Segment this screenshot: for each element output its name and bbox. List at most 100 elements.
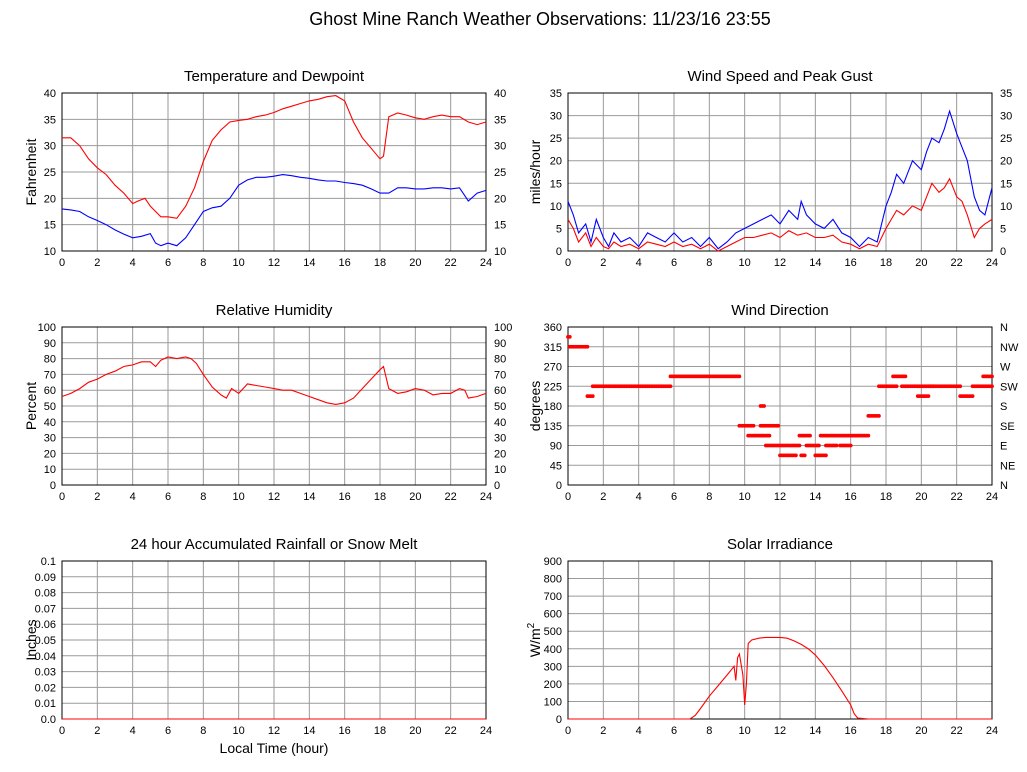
chart-title: Solar Irradiance	[727, 536, 833, 553]
x-tick-label: 4	[130, 257, 136, 269]
x-tick-label: 24	[986, 257, 998, 269]
chart-title: Temperature and Dewpoint	[184, 68, 365, 85]
direction-point	[970, 394, 975, 399]
right-tick-label: NW	[1000, 342, 1019, 354]
x-tick-label: 8	[706, 725, 712, 737]
right-tick-label: 0	[494, 480, 500, 492]
x-tick-label: 8	[706, 491, 712, 503]
direction-point	[776, 423, 781, 428]
right-tick-label: 30	[1000, 111, 1012, 123]
x-tick-label: 10	[739, 491, 751, 503]
direction-point	[590, 394, 595, 399]
direction-point	[585, 344, 590, 349]
right-tick-label: 20	[494, 193, 506, 205]
x-tick-label: 24	[986, 725, 998, 737]
right-tick-label: 40	[494, 417, 506, 429]
plot-frame	[61, 92, 487, 252]
x-tick-label: 18	[374, 725, 386, 737]
wind-series-line	[567, 109, 993, 250]
y-tick-label: 0	[556, 714, 562, 726]
right-tick-label: 10	[494, 464, 506, 476]
x-tick-label: 16	[339, 257, 351, 269]
chart-title: Relative Humidity	[216, 302, 333, 319]
direction-point	[877, 413, 881, 418]
direction-point	[816, 443, 821, 448]
x-tick-label: 8	[200, 725, 206, 737]
y-tick-label: 0.02	[35, 682, 56, 694]
y-tick-label: 0.06	[35, 619, 56, 631]
right-tick-label: 15	[1000, 178, 1012, 190]
y-tick-label: 15	[44, 220, 56, 232]
right-tick-label: S	[1000, 401, 1007, 413]
x-tick-label: 2	[94, 257, 100, 269]
y-tick-label: 25	[44, 167, 56, 179]
direction-point	[802, 453, 807, 458]
x-tick-label: 22	[445, 491, 457, 503]
x-tick-label: 16	[845, 257, 857, 269]
y-tick-label: 25	[550, 133, 562, 145]
right-tick-label: 20	[1000, 156, 1012, 168]
x-tick-label: 24	[480, 491, 492, 503]
x-tick-label: 18	[880, 725, 892, 737]
x-tick-label: 24	[480, 257, 492, 269]
y-tick-label: 800	[544, 574, 562, 586]
y-tick-label: 30	[550, 111, 562, 123]
direction-point	[737, 374, 742, 379]
x-tick-label: 22	[951, 725, 963, 737]
y-axis-label: degrees	[527, 381, 543, 432]
x-tick-label: 10	[739, 725, 751, 737]
direction-point	[767, 433, 772, 438]
y-tick-label: 10	[44, 464, 56, 476]
x-tick-label: 2	[600, 257, 606, 269]
direction-point	[668, 384, 673, 389]
right-tick-label: 60	[494, 385, 506, 397]
x-tick-label: 2	[94, 491, 100, 503]
y-tick-label: 90	[550, 441, 562, 453]
direction-point	[762, 404, 766, 408]
x-tick-label: 16	[845, 725, 857, 737]
direction-point	[866, 433, 871, 438]
y-tick-label: 225	[544, 381, 562, 393]
wind-series-line	[567, 177, 993, 252]
y-tick-label: 0	[556, 480, 562, 492]
x-tick-label: 18	[880, 491, 892, 503]
rain-chart: 24 hour Accumulated Rainfall or Snow Mel…	[23, 536, 492, 756]
y-tick-label: 0	[556, 246, 562, 258]
direction-point	[958, 384, 963, 389]
right-tick-label: 80	[494, 354, 506, 366]
x-tick-label: 6	[671, 257, 677, 269]
y-tick-label: 360	[544, 322, 562, 334]
y-tick-label: 30	[44, 141, 56, 153]
direction-point	[834, 443, 839, 448]
right-tick-label: 35	[1000, 88, 1012, 100]
x-tick-label: 20	[409, 491, 421, 503]
right-tick-label: 30	[494, 141, 506, 153]
direction-point	[848, 443, 853, 448]
y-tick-label: 315	[544, 342, 562, 354]
y-tick-label: 0.07	[35, 603, 56, 615]
x-tick-label: 10	[233, 491, 245, 503]
y-tick-label: 80	[44, 354, 56, 366]
y-tick-label: 0.04	[35, 651, 56, 663]
right-tick-label: 10	[1000, 201, 1012, 213]
x-tick-label: 20	[915, 257, 927, 269]
direction-point	[794, 453, 798, 458]
right-tick-label: E	[1000, 441, 1007, 453]
x-tick-label: 4	[130, 725, 136, 737]
y-tick-label: 900	[544, 556, 562, 568]
y-tick-label: 60	[44, 385, 56, 397]
right-tick-label: 20	[494, 448, 506, 460]
x-tick-label: 24	[480, 725, 492, 737]
x-tick-label: 14	[303, 257, 315, 269]
right-tick-label: 25	[1000, 133, 1012, 145]
x-tick-label: 14	[809, 257, 821, 269]
x-tick-label: 14	[809, 725, 821, 737]
x-tick-label: 0	[59, 491, 65, 503]
y-tick-label: 200	[544, 679, 562, 691]
x-tick-label: 8	[200, 257, 206, 269]
y-tick-label: 180	[544, 401, 562, 413]
x-tick-label: 6	[165, 491, 171, 503]
